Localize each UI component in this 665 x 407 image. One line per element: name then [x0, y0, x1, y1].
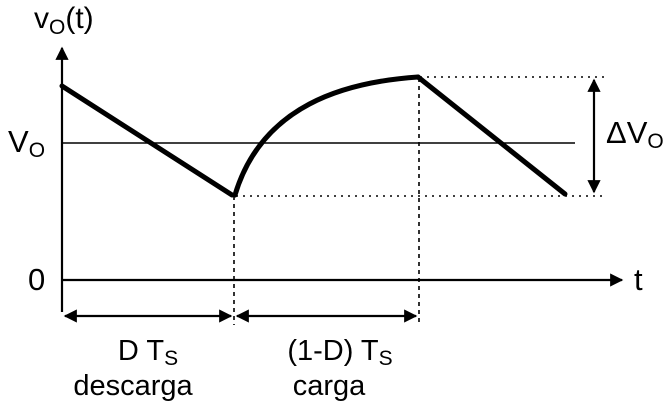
charge-interval-label: (1-D) TS	[287, 335, 392, 370]
ripple-label: ΔVO	[606, 115, 664, 153]
waveform-discharge-segment-1	[59, 83, 235, 198]
x-axis-label: t	[634, 262, 643, 297]
waveform-charge-segment	[232, 74, 421, 198]
waveform-discharge-segment-2	[415, 74, 568, 197]
discharge-interval-label: D TS	[118, 335, 178, 370]
average-level-label: VO	[8, 124, 45, 162]
zero-level-label: 0	[28, 262, 45, 297]
y-axis-label: vO(t)	[34, 2, 94, 39]
discharge-caption: descarga	[73, 370, 193, 402]
charge-caption: carga	[293, 370, 366, 402]
